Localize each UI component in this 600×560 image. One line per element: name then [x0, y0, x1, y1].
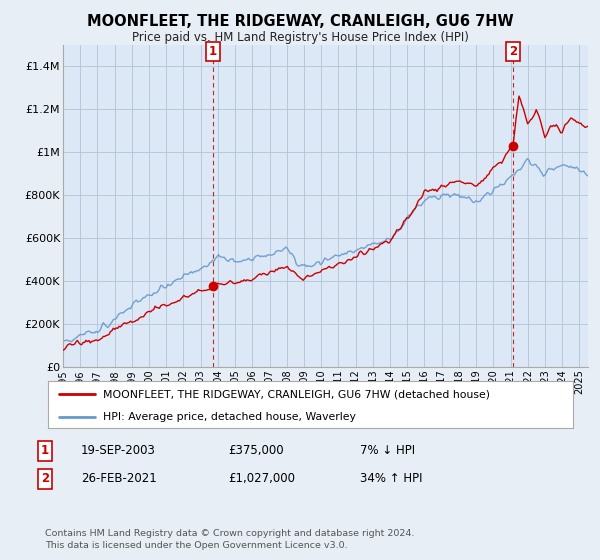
- Text: Price paid vs. HM Land Registry's House Price Index (HPI): Price paid vs. HM Land Registry's House …: [131, 31, 469, 44]
- Text: 19-SEP-2003: 19-SEP-2003: [81, 444, 156, 458]
- Text: £1,027,000: £1,027,000: [228, 472, 295, 486]
- Text: 1: 1: [209, 45, 217, 58]
- Text: £375,000: £375,000: [228, 444, 284, 458]
- Text: 26-FEB-2021: 26-FEB-2021: [81, 472, 157, 486]
- Text: 2: 2: [41, 472, 49, 486]
- Text: Contains HM Land Registry data © Crown copyright and database right 2024.
This d: Contains HM Land Registry data © Crown c…: [45, 529, 415, 550]
- Text: 2: 2: [509, 45, 517, 58]
- Text: 1: 1: [41, 444, 49, 458]
- Text: 7% ↓ HPI: 7% ↓ HPI: [360, 444, 415, 458]
- Text: 34% ↑ HPI: 34% ↑ HPI: [360, 472, 422, 486]
- Text: MOONFLEET, THE RIDGEWAY, CRANLEIGH, GU6 7HW: MOONFLEET, THE RIDGEWAY, CRANLEIGH, GU6 …: [86, 14, 514, 29]
- Text: MOONFLEET, THE RIDGEWAY, CRANLEIGH, GU6 7HW (detached house): MOONFLEET, THE RIDGEWAY, CRANLEIGH, GU6 …: [103, 389, 490, 399]
- Text: HPI: Average price, detached house, Waverley: HPI: Average price, detached house, Wave…: [103, 412, 356, 422]
